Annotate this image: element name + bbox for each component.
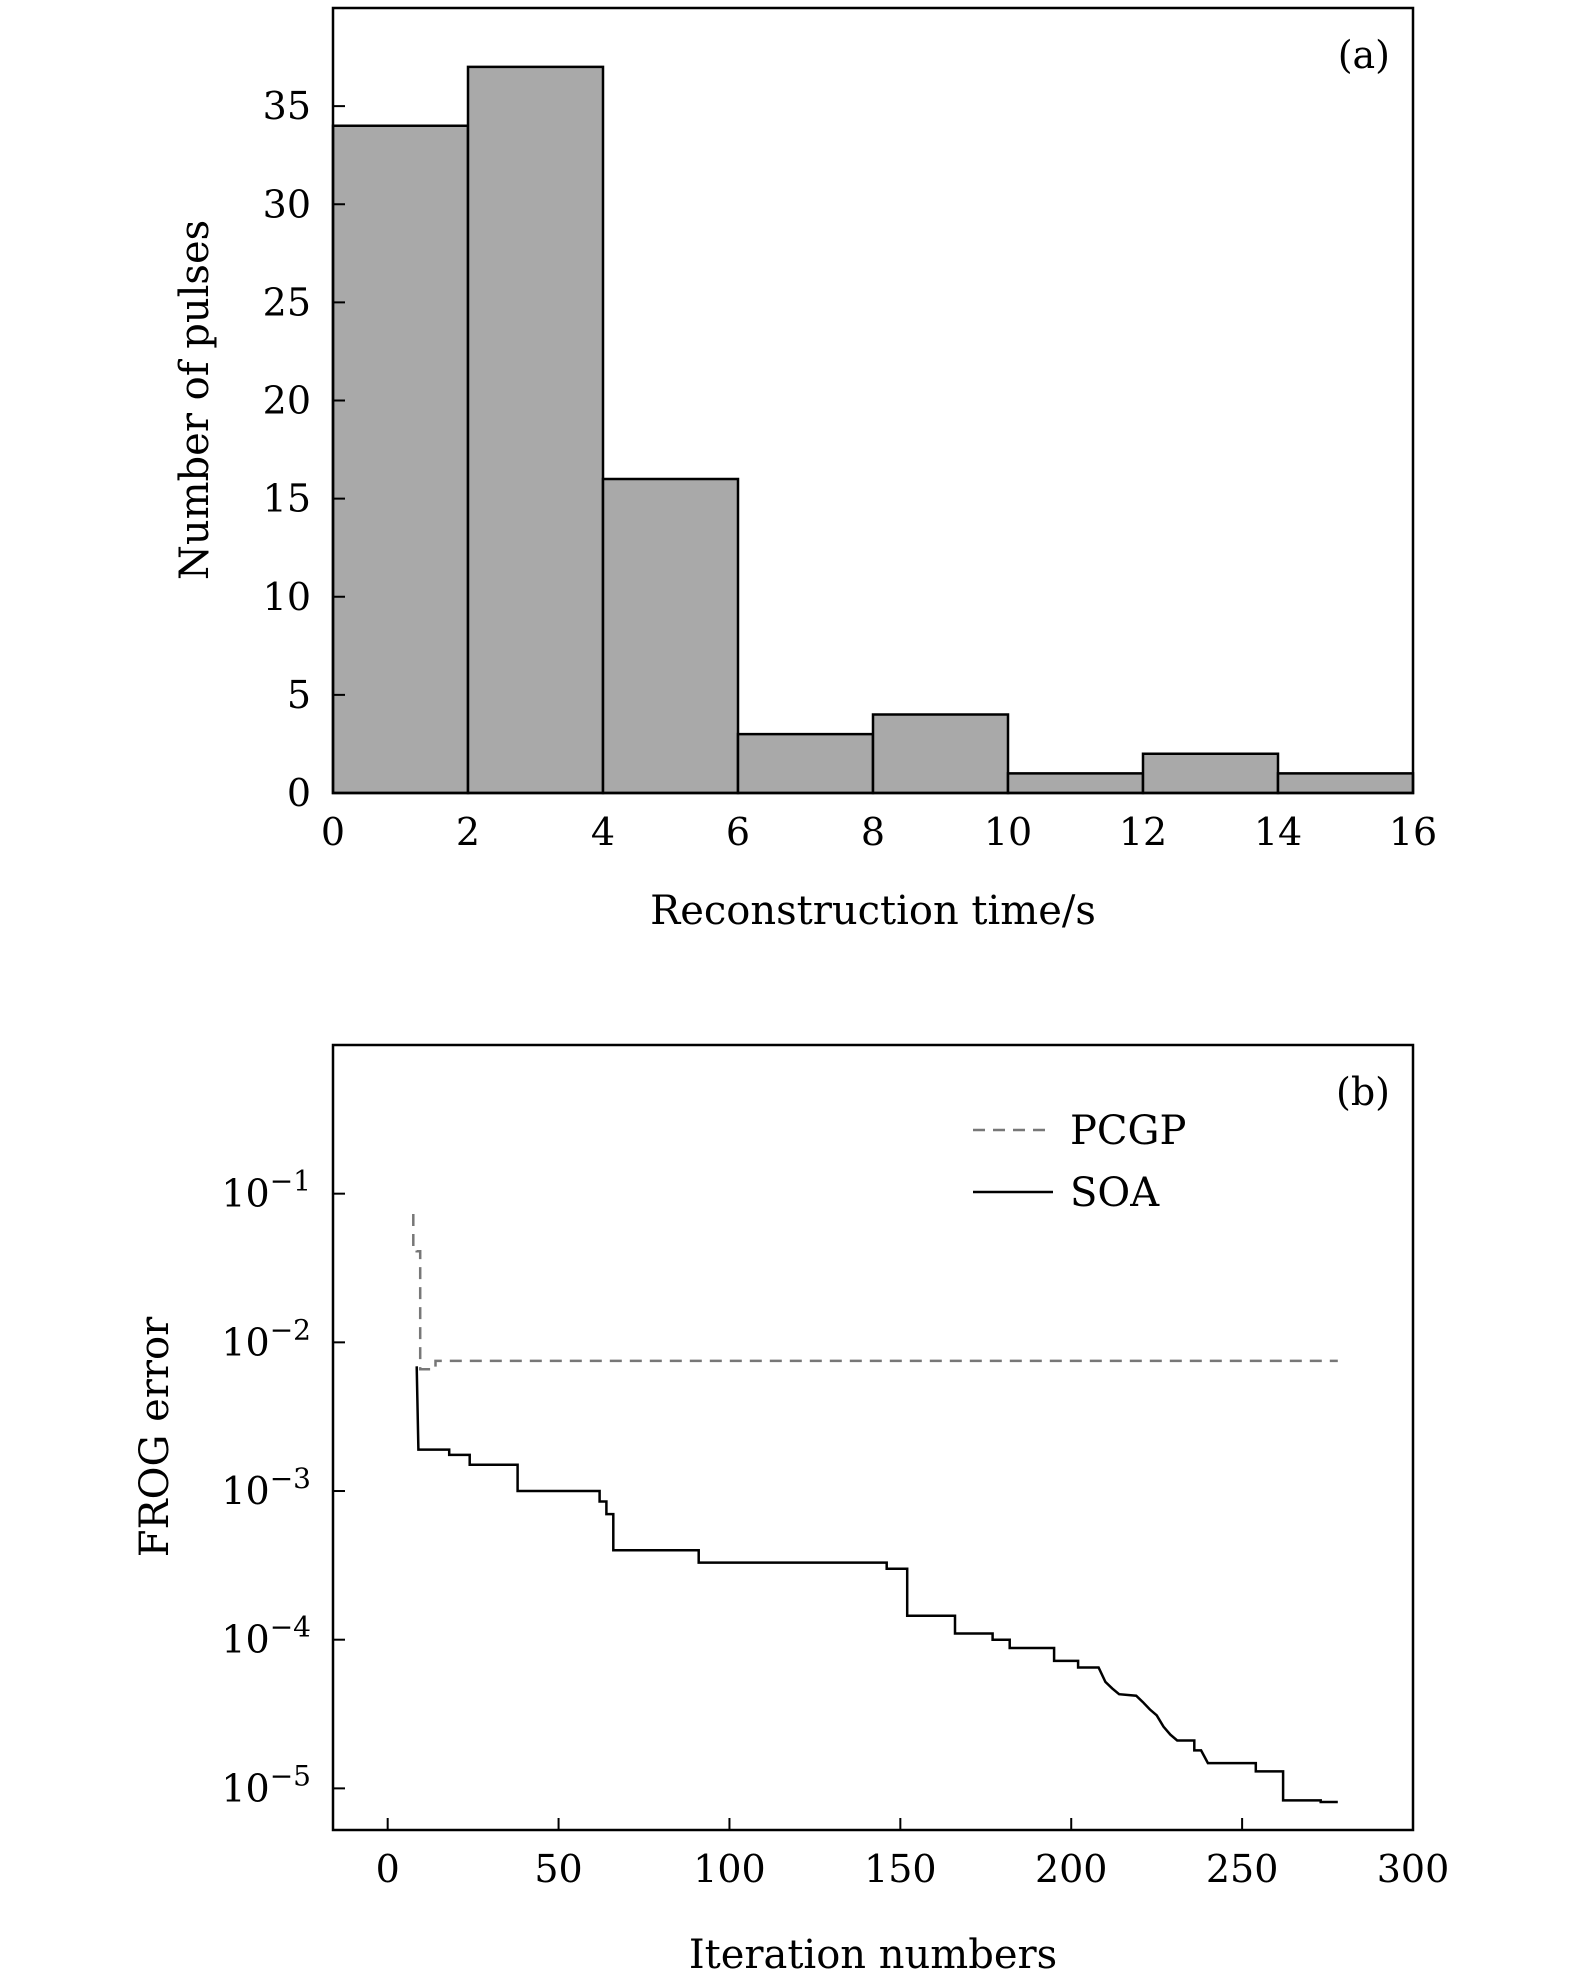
panel-label-b: (b) <box>1336 1070 1390 1114</box>
y-tick-label: 25 <box>263 280 311 324</box>
histogram-bar <box>1276 772 1415 795</box>
y-tick-label: 10−2 <box>221 1313 311 1364</box>
y-tick-label: 10−4 <box>221 1611 311 1662</box>
histogram-bar <box>871 713 1010 795</box>
y-axis-ticks-b: 10−1 10−2 10−3 10−4 10−5 <box>221 1165 345 1810</box>
histogram-bar <box>331 124 470 795</box>
y-axis-ticks-a: 0 5 10 15 20 25 30 35 <box>263 84 345 815</box>
histogram-bar <box>736 732 875 795</box>
series-line-soa <box>415 1366 1338 1804</box>
x-tick-label: 0 <box>321 810 345 854</box>
x-tick-label: 200 <box>1035 1847 1108 1891</box>
histogram-panel: 0 2 4 6 8 10 12 14 16 0 5 10 15 20 25 30 35 (a) Reconst… <box>172 6 1437 934</box>
x-tick-label: 4 <box>591 810 615 854</box>
histogram-bar <box>601 477 740 795</box>
y-axis-label-a: Number of pulses <box>172 220 218 580</box>
histogram-bar <box>1141 752 1280 795</box>
histogram-bar <box>1006 772 1145 795</box>
x-tick-label: 150 <box>864 1847 937 1891</box>
x-tick-label: 16 <box>1389 810 1437 854</box>
legend-label-pcgp: PCGP <box>1070 1108 1186 1154</box>
y-tick-label: 10−5 <box>221 1759 311 1810</box>
y-tick-label: 35 <box>263 84 311 128</box>
x-axis-label-a: Reconstruction time/s <box>650 888 1096 934</box>
x-tick-label: 300 <box>1377 1847 1450 1891</box>
x-tick-label: 50 <box>534 1847 582 1891</box>
panel-label-a: (a) <box>1338 33 1390 77</box>
x-tick-label: 10 <box>984 810 1032 854</box>
series-line-pcgp <box>412 1214 1338 1371</box>
histogram-bars <box>331 65 1415 795</box>
x-tick-label: 0 <box>376 1847 400 1891</box>
y-tick-label: 0 <box>287 771 311 815</box>
x-tick-label: 250 <box>1206 1847 1279 1891</box>
plot-frame-b <box>331 1043 1415 1832</box>
y-tick-label: 5 <box>287 673 311 717</box>
y-axis-label-b: FROG error <box>132 1316 178 1557</box>
x-tick-label: 6 <box>726 810 750 854</box>
x-axis-label-b: Iteration numbers <box>689 1932 1057 1978</box>
x-tick-label: 2 <box>456 810 480 854</box>
x-tick-label: 12 <box>1119 810 1167 854</box>
histogram-bar <box>466 65 605 795</box>
y-tick-label: 10−3 <box>221 1462 311 1513</box>
y-tick-label: 30 <box>263 182 311 226</box>
x-tick-label: 14 <box>1254 810 1302 854</box>
x-tick-label: 100 <box>693 1847 766 1891</box>
x-tick-label: 8 <box>861 810 885 854</box>
frog-error-panel: 0 50 100 150 200 250 300 10−110−210−310−410−5 … <box>132 1043 1450 1978</box>
x-axis-ticks-a: 0 2 4 6 8 10 12 14 16 <box>321 781 1437 854</box>
legend-label-soa: SOA <box>1070 1170 1160 1216</box>
legend: PCGP SOA <box>973 1108 1186 1216</box>
x-axis-ticks-b: 0 50 100 150 200 250 300 <box>376 1818 1450 1891</box>
series-lines <box>412 1214 1338 1804</box>
y-tick-label: 10 <box>263 575 311 619</box>
y-tick-label: 15 <box>263 477 311 521</box>
y-tick-label: 20 <box>263 379 311 423</box>
y-tick-label: 10−1 <box>221 1165 311 1216</box>
